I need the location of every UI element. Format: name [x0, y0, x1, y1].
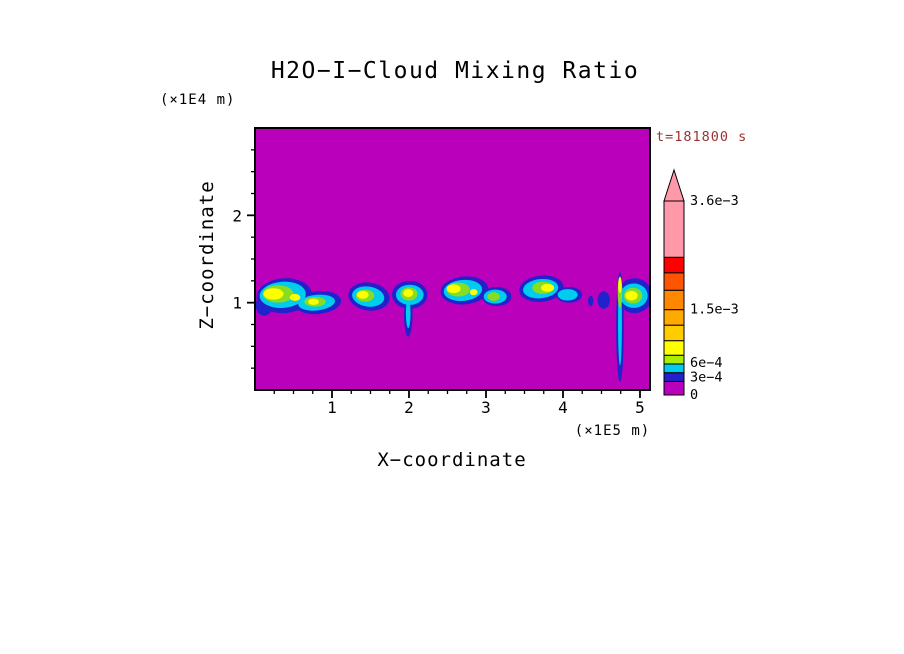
cloud-patch — [597, 291, 610, 309]
cloud-patch — [403, 289, 414, 297]
cloud-patch — [557, 289, 578, 301]
colorbar-label: 6e−4 — [690, 355, 723, 371]
x-axis-unit-label: (×1E5 m) — [574, 423, 651, 439]
chart-title: H2O−I−Cloud Mixing Ratio — [270, 58, 640, 84]
colorbar-label: 3.6e−3 — [690, 193, 739, 209]
cloud-patch — [625, 290, 638, 301]
cloud-patch — [308, 298, 319, 305]
cloud-patch — [541, 283, 555, 292]
colorbar-segment — [663, 340, 685, 356]
colorbar-segment — [663, 272, 685, 291]
colorbar-label: 3e−4 — [690, 370, 723, 386]
cloud-patch — [618, 277, 622, 294]
colorbar-segment — [663, 289, 685, 311]
cloud-patch — [446, 284, 461, 294]
colorbar-segment — [663, 309, 685, 326]
cloud-patch — [263, 288, 284, 300]
colorbar-label: 1.5e−3 — [690, 302, 739, 318]
cloud-patch — [588, 295, 594, 307]
colorbar-segment — [663, 380, 685, 396]
colorbar-segment — [663, 354, 685, 365]
cloud-patch — [405, 298, 411, 328]
colorbar-segment — [663, 363, 685, 374]
x-tick-label: 5 — [635, 398, 645, 417]
y-tick-label: 2 — [232, 206, 242, 225]
cloud-field — [255, 272, 650, 383]
x-tick-label: 2 — [404, 398, 414, 417]
y-axis-unit-label: (×1E4 m) — [160, 92, 236, 108]
x-tick-label: 4 — [558, 398, 568, 417]
colorbar: 03e−46e−4 1.5e−3 3.6e−3 — [663, 168, 739, 403]
cloud-patch — [289, 293, 301, 301]
y-tick-label: 1 — [232, 294, 242, 313]
x-tick-label: 3 — [481, 398, 491, 417]
x-axis-ticks: 1 2 3 4 5 — [273, 390, 645, 417]
time-annotation: t=181800 s — [656, 129, 748, 145]
x-axis-title: X−coordinate — [377, 449, 527, 471]
colorbar-segment — [663, 200, 685, 258]
cloud-patch — [357, 290, 369, 299]
cloud-patch — [487, 292, 500, 301]
cloud-patch — [469, 289, 478, 296]
colorbar-label: 0 — [690, 387, 698, 403]
colorbar-segment — [663, 256, 685, 274]
plot-background — [255, 128, 650, 390]
colorbar-segment — [663, 324, 685, 342]
x-tick-label: 1 — [327, 398, 337, 417]
y-axis-ticks: 12 — [232, 149, 255, 369]
colorbar-segment — [663, 372, 685, 382]
colorbar-arrow — [663, 168, 685, 202]
